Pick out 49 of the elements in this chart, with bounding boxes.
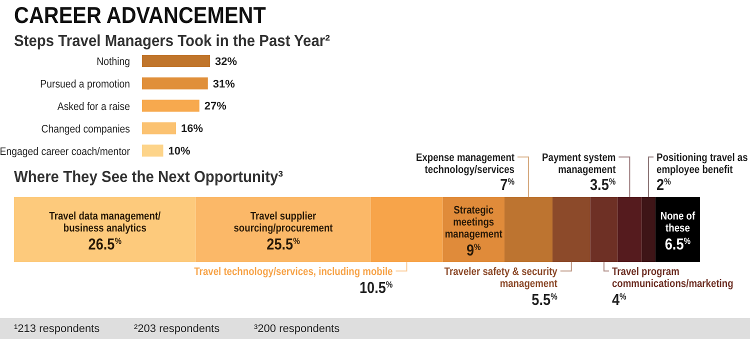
bar bbox=[504, 197, 553, 262]
series-label: None of these bbox=[660, 210, 696, 235]
bar bbox=[142, 122, 176, 134]
bar bbox=[642, 197, 656, 262]
series-label: Positioning travel as employee benefit bbox=[656, 152, 748, 176]
bar bbox=[618, 197, 642, 262]
series-label: Travel supplier sourcing/procurement bbox=[234, 210, 334, 235]
series-label: Payment system management bbox=[542, 152, 616, 176]
chart-title: CAREER ADVANCEMENT bbox=[14, 2, 266, 29]
series-label: Strategic meetings management bbox=[444, 204, 503, 241]
series-label: Travel technology/services, including mobile bbox=[194, 266, 394, 278]
series-label: Expense management technology/services bbox=[416, 152, 516, 176]
y-tick-label: Engaged career coach/mentor bbox=[0, 146, 130, 158]
y-tick-label: Nothing bbox=[96, 56, 130, 68]
bar bbox=[370, 197, 443, 262]
data-label: 5.5$^{%}$ bbox=[532, 291, 558, 310]
data-label: 6.5$^{%}$ bbox=[664, 236, 692, 254]
data-label: 10% bbox=[168, 146, 190, 158]
y-tick-label: Pursued a promotion bbox=[40, 79, 130, 91]
bar bbox=[142, 77, 208, 90]
data-label: 4$^{%}$ bbox=[612, 291, 627, 310]
bar bbox=[590, 197, 618, 262]
data-label: 27% bbox=[204, 100, 227, 113]
data-label: 9$^{%}$ bbox=[466, 242, 482, 260]
bar bbox=[142, 144, 164, 157]
y-tick-label: Asked for a raise bbox=[57, 102, 130, 114]
data-label: 25.5$^{%}$ bbox=[266, 236, 300, 254]
bar bbox=[142, 100, 200, 112]
text: ³200 respondents bbox=[254, 322, 340, 334]
data-label: 31% bbox=[212, 78, 236, 90]
chart-title: Where They See the Next Opportunity³ bbox=[14, 169, 284, 187]
data-label: 2$^{%}$ bbox=[656, 176, 672, 194]
data-label: 26.5$^{%}$ bbox=[88, 236, 122, 254]
bar bbox=[552, 197, 590, 262]
bar bbox=[142, 55, 210, 67]
data-label: 3.5$^{%}$ bbox=[590, 176, 616, 194]
text: ²203 respondents bbox=[134, 322, 220, 334]
text: ¹213 respondents bbox=[14, 322, 100, 334]
data-label: 10.5$^{%}$ bbox=[359, 279, 394, 298]
series-label: Travel program communications/marketing bbox=[612, 266, 734, 290]
series-label: Traveler safety & security management bbox=[444, 266, 558, 290]
bar bbox=[196, 197, 371, 262]
data-label: 32% bbox=[215, 56, 238, 68]
bar bbox=[14, 197, 196, 262]
data-label: 7$^{%}$ bbox=[500, 176, 516, 194]
y-tick-label: Changed companies bbox=[41, 124, 130, 136]
data-label: 16% bbox=[181, 123, 204, 136]
series-label: Travel data management/ business analytics bbox=[49, 210, 161, 235]
chart-subtitle: Steps Travel Managers Took in the Past Year² bbox=[14, 33, 330, 51]
